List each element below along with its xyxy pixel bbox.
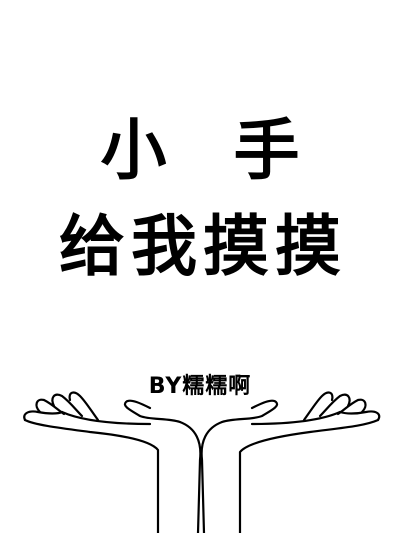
cover-title-line-1: 小 手 <box>100 112 322 189</box>
right-hand-drawing <box>200 391 381 533</box>
author-byline: BY糯糯啊 <box>148 374 252 399</box>
cover-title-line-2: 给我摸摸 <box>59 208 347 285</box>
left-hand-drawing <box>23 391 202 533</box>
open-hands-icon <box>23 391 381 533</box>
